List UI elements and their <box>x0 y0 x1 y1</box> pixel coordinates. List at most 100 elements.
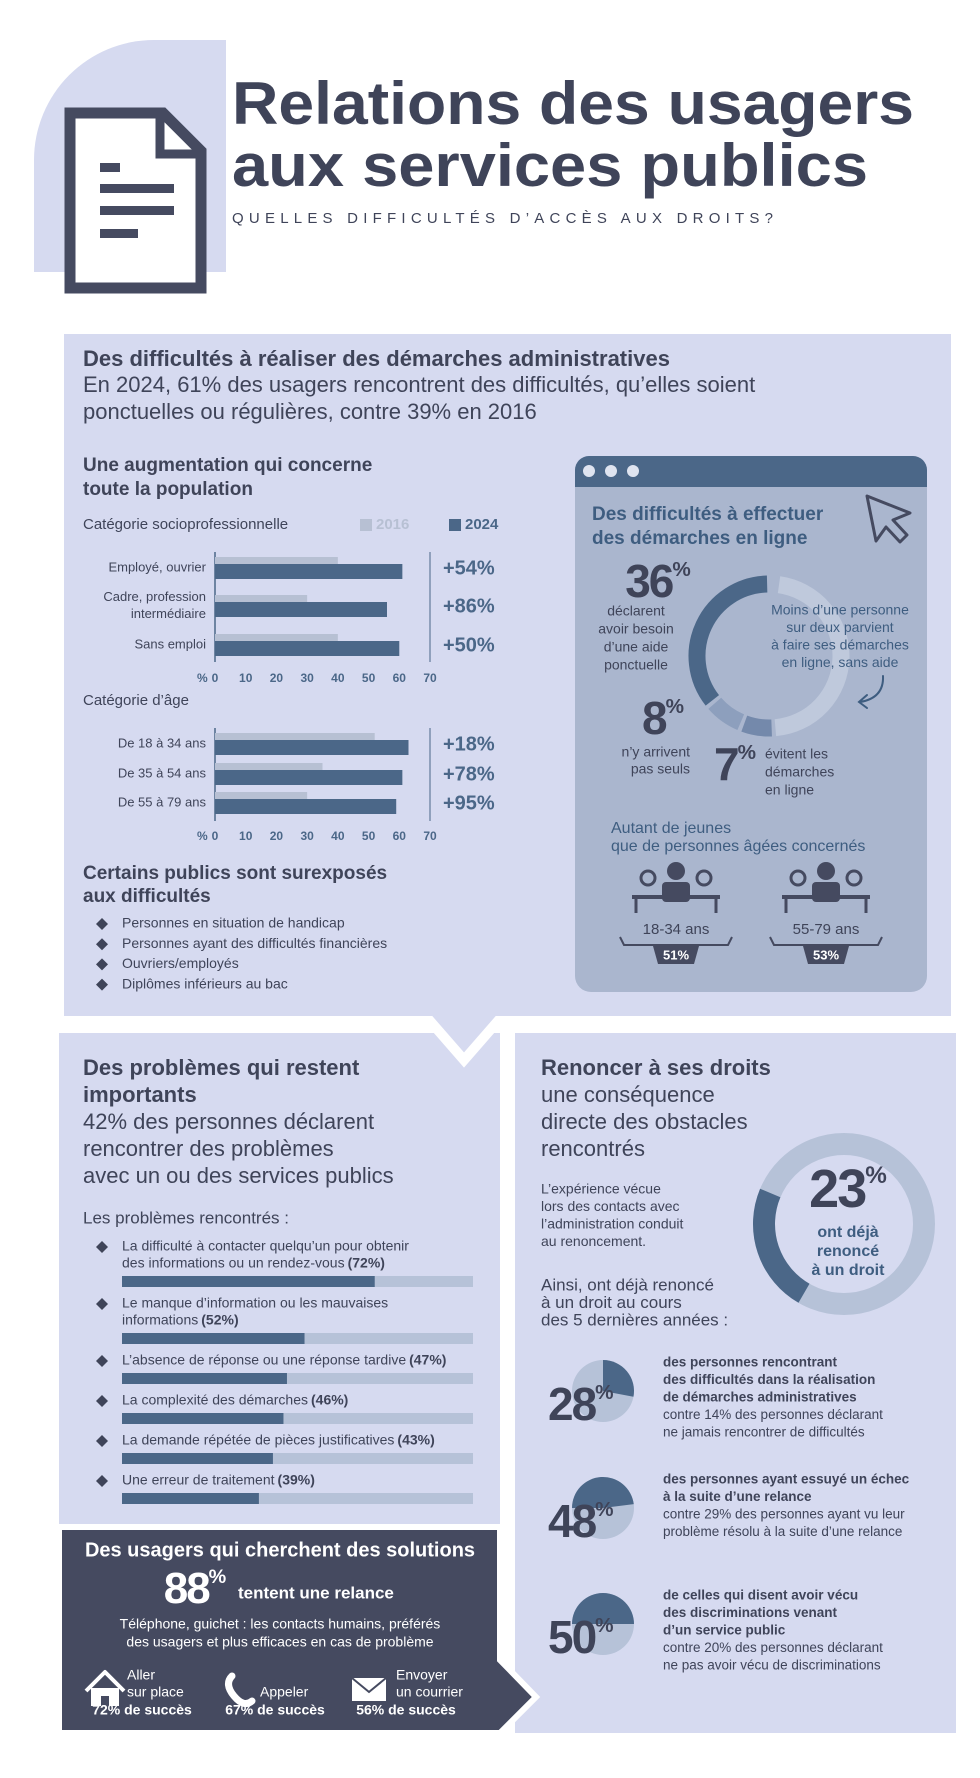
bar-track <box>122 1493 473 1504</box>
bar <box>215 564 403 579</box>
subheading: que de personnes âgées concernés <box>611 838 865 855</box>
channel-success: 72% de succès <box>92 1702 192 1718</box>
item-text: d’un service public <box>663 1623 786 1638</box>
intro: lors des contacts avec <box>541 1198 680 1214</box>
section-heading: Renoncer à ses droits <box>541 1055 771 1080</box>
note: sur deux parvient <box>786 619 894 635</box>
title: aux services publics <box>232 132 868 199</box>
x-tick-label: 70 <box>423 829 437 843</box>
value-label: (47%) <box>409 1352 446 1368</box>
category-label: Employé, ouvrier <box>108 559 206 574</box>
person <box>639 869 657 887</box>
pie-slice <box>572 1476 634 1508</box>
channel-success: 67% de succès <box>225 1702 325 1718</box>
bullet <box>96 1475 108 1487</box>
bar <box>215 634 338 641</box>
house-icon <box>91 1688 119 1706</box>
x-tick-label: 10 <box>239 671 253 685</box>
item-text: ne jamais rencontrer de difficultés <box>663 1425 865 1440</box>
item-text: des discriminations venant <box>663 1605 838 1620</box>
item-text: des personnes ayant essuyé un échec <box>663 1472 910 1487</box>
caption: démarches <box>765 764 834 780</box>
bar <box>215 557 338 564</box>
person <box>662 882 690 902</box>
title: Relations des usagers <box>232 70 914 137</box>
browser-dot <box>605 465 617 477</box>
donut-segment <box>741 715 772 737</box>
axis-unit: % <box>197 829 208 843</box>
section-lead: une conséquence <box>541 1082 715 1107</box>
bar <box>215 792 308 799</box>
note: à faire ses démarches <box>771 637 909 653</box>
caption: renoncé <box>817 1243 879 1260</box>
share-label: 51% <box>663 947 689 962</box>
value-label: (39%) <box>278 1472 315 1488</box>
list-item: La difficulté à contacter quelqu’un pour… <box>122 1238 409 1254</box>
caption: n’y arrivent <box>622 744 691 760</box>
pie-slice <box>603 1360 635 1397</box>
change-label: +54% <box>443 557 495 579</box>
browser-dot <box>627 465 639 477</box>
share-badge <box>803 946 849 964</box>
bar-track <box>122 1453 473 1464</box>
x-tick-label: 60 <box>393 829 407 843</box>
bar-track <box>122 1413 473 1424</box>
list-item: Ouvriers/employés <box>122 955 239 971</box>
house-icon <box>84 1670 126 1693</box>
person <box>667 862 685 880</box>
person <box>789 869 807 887</box>
legend-label: 2016 <box>376 516 409 533</box>
donut-segment <box>708 697 745 731</box>
list-item: Une erreur de traitement <box>122 1472 275 1488</box>
note: Moins d’une personne <box>771 602 909 618</box>
item-text: des difficultés dans la réalisation <box>663 1372 875 1387</box>
panel-title: des démarches en ligne <box>592 528 807 549</box>
bullet <box>96 918 108 930</box>
channel-label: un courrier <box>396 1684 463 1700</box>
mail-icon <box>351 1677 387 1694</box>
browser-dot <box>583 465 595 477</box>
section-heading: importants <box>83 1082 197 1107</box>
intro: au renoncement. <box>541 1233 646 1249</box>
bar <box>215 602 387 617</box>
x-tick-label: 60 <box>393 671 407 685</box>
chart-title: Catégorie d’âge <box>83 692 189 709</box>
change-label: +18% <box>443 733 495 755</box>
bullet <box>96 958 108 971</box>
bullet <box>96 978 108 991</box>
section-lead: rencontrer des problèmes <box>83 1136 334 1161</box>
caption: avoir besoin <box>598 621 674 637</box>
bar <box>215 733 375 740</box>
document-fold <box>155 113 201 159</box>
x-tick-label: 0 <box>212 671 219 685</box>
big-number: 36% <box>625 555 691 607</box>
caption: d’une aide <box>604 639 669 655</box>
subheading: à un droit au cours <box>541 1293 682 1312</box>
big-number: 28% <box>548 1378 614 1430</box>
list-item: informations <box>122 1312 198 1328</box>
bar <box>215 740 409 755</box>
channel-label: Appeler <box>260 1684 309 1700</box>
list-item: Personnes en situation de handicap <box>122 915 345 931</box>
big-number: 8% <box>642 692 684 744</box>
value-label: (43%) <box>397 1432 434 1448</box>
change-label: +50% <box>443 634 495 656</box>
bullet <box>96 1298 108 1310</box>
list-item: Personnes ayant des difficultés financiè… <box>122 935 387 951</box>
caption: tentent une relance <box>238 1583 394 1602</box>
list-item: La complexité des démarches <box>122 1392 308 1408</box>
bar <box>122 1333 305 1344</box>
category-label: intermédiaire <box>131 606 206 621</box>
big-number: 50% <box>548 1611 614 1663</box>
subheading: des 5 dernières années : <box>541 1310 728 1329</box>
section-lead: 42% des personnes déclarent <box>83 1109 374 1134</box>
x-tick-label: 50 <box>362 829 376 843</box>
category-label: De 18 à 34 ans <box>118 735 207 750</box>
x-tick-label: 0 <box>212 829 219 843</box>
section-heading: Des difficultés à réaliser des démarches… <box>83 346 670 371</box>
browser-bar <box>575 456 927 487</box>
cursor-icon <box>865 494 912 544</box>
caption: pas seuls <box>631 761 690 777</box>
item-text: de démarches administratives <box>663 1390 857 1405</box>
